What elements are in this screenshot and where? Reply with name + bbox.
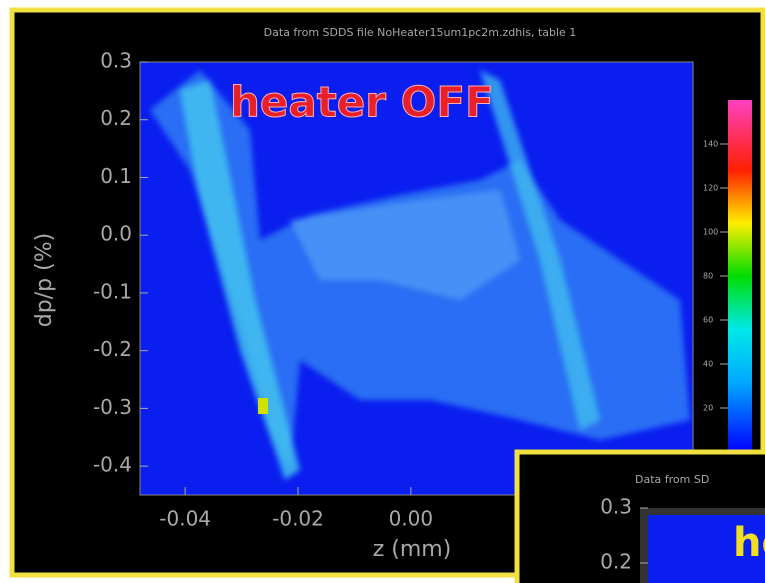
inset-title: Data from SD <box>635 473 709 486</box>
y-tick-label: -0.3 <box>93 395 132 419</box>
x-tick-label: -0.02 <box>272 507 324 531</box>
inset-annotation: he <box>733 520 765 566</box>
y-tick-label: 0.0 <box>100 222 132 246</box>
y-tick-label: 0.1 <box>100 164 132 188</box>
density-peak <box>258 398 268 414</box>
colorbar-tick-label: 20 <box>703 404 713 413</box>
x-tick-label: 0.00 <box>389 507 434 531</box>
colorbar-tick-label: 80 <box>703 272 713 281</box>
y-axis-label: dp/p (%) <box>32 233 57 327</box>
annotation: heater OFF <box>230 78 494 127</box>
colorbar-tick-label: 60 <box>703 316 713 325</box>
inset-plot-area <box>648 515 765 583</box>
x-tick-label: -0.04 <box>159 507 211 531</box>
colorbar-tick-label: 40 <box>703 360 713 369</box>
y-tick-label: 0.2 <box>600 550 632 574</box>
y-tick-label: -0.1 <box>93 279 132 303</box>
colorbar-tick-label: 100 <box>703 228 718 237</box>
colorbar-tick-label: 120 <box>703 184 718 193</box>
colorbar-tick-label: 140 <box>703 140 718 149</box>
x-axis-label: z (mm) <box>373 537 452 562</box>
chart-title: Data from SDDS file NoHeater15um1pc2m.zd… <box>264 26 577 39</box>
y-tick-label: 0.3 <box>100 49 132 73</box>
y-tick-label: -0.4 <box>93 453 132 477</box>
density-cloud <box>150 70 690 480</box>
y-tick-label: 0.3 <box>600 495 632 519</box>
y-tick-label: 0.2 <box>100 106 132 130</box>
colorbar <box>728 100 752 452</box>
y-tick-label: -0.2 <box>93 337 132 361</box>
